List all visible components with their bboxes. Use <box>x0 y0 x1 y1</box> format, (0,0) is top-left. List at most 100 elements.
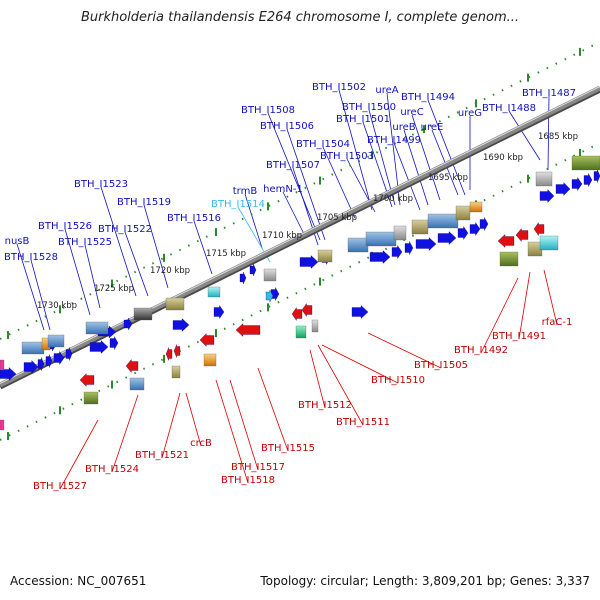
gene-label-bth-i1503: BTH_I1503 <box>320 151 374 162</box>
leader-line-bth-i1510 <box>321 344 399 384</box>
gene-label-bth-i1511: BTH_I1511 <box>336 417 390 428</box>
forward-gene-arrow <box>45 354 53 368</box>
gene-label-bth-i1514: BTH_I1514 <box>211 199 265 210</box>
gene-label-bth-i1516: BTH_I1516 <box>167 213 221 224</box>
kbp-label-1725-kbp: 1725 kbp <box>94 284 134 294</box>
kbp-label-1695-kbp: 1695 kbp <box>428 173 468 183</box>
gene-block-grey <box>393 225 407 241</box>
reverse-gene-arrow <box>497 234 515 248</box>
gene-block-pink <box>0 359 5 371</box>
gene-block-orange <box>203 353 217 367</box>
gene-label-bth-i1488: BTH_I1488 <box>482 103 536 114</box>
leader-line-bth-i1519 <box>143 204 169 289</box>
kbp-label-1715-kbp: 1715 kbp <box>206 249 246 259</box>
gene-block-green <box>571 155 600 171</box>
forward-gene-arrow <box>65 347 73 361</box>
gene-block-blue <box>21 341 45 355</box>
gene-label-bth-i1510: BTH_I1510 <box>371 375 425 386</box>
gene-label-ureg: ureG <box>458 108 482 119</box>
gene-label-bth-i1500: BTH_I1500 <box>342 102 396 113</box>
leader-line-rfac-1 <box>543 269 558 326</box>
forward-gene-arrow <box>299 255 319 269</box>
kbp-label-1700-kbp: 1700 kbp <box>373 194 413 204</box>
kbp-label-1720-kbp: 1720 kbp <box>150 266 190 276</box>
gene-features <box>0 155 600 431</box>
reverse-gene-arrow <box>515 228 529 242</box>
accession-text: Accession: NC_007651 <box>10 574 147 588</box>
leader-line-crcb <box>185 392 202 447</box>
forward-gene-arrow <box>123 317 133 331</box>
forward-gene-arrow <box>555 182 571 196</box>
leader-line-bth-i1488 <box>508 110 541 161</box>
forward-gene-arrow <box>415 237 437 251</box>
leader-line-bth-i1508 <box>267 112 321 241</box>
gene-label-bth-i1501: BTH_I1501 <box>336 114 390 125</box>
gene-block-cyan <box>539 235 559 251</box>
gene-block-olive <box>317 249 333 263</box>
forward-gene-arrow <box>249 263 257 277</box>
reverse-gene-arrow <box>125 359 139 373</box>
leader-line-nusb <box>16 243 45 331</box>
kbp-labels: 1730 kbp 1725 kbp 1720 kbp 1715 kbp 1710 kbp… <box>37 132 578 311</box>
reverse-gene-arrow <box>165 347 173 361</box>
leader-line-bth-i1492 <box>480 277 519 354</box>
gene-block-grey <box>263 268 277 282</box>
forward-gene-arrow <box>469 222 481 236</box>
gene-label-bth-i1492: BTH_I1492 <box>454 345 508 356</box>
forward-gene-arrow <box>593 169 600 183</box>
map-title: Burkholderia thailandensis E264 chromoso… <box>80 10 520 25</box>
leader-line-bth-i1491 <box>518 271 531 340</box>
gene-label-bth-i1522: BTH_I1522 <box>98 224 152 235</box>
leader-line-bth-i1523 <box>100 186 137 297</box>
leader-line-bth-i1528 <box>30 259 51 331</box>
forward-gene-arrow-highlight <box>265 289 274 303</box>
reverse-gene-arrow <box>301 303 313 317</box>
gene-block-grey <box>311 319 319 333</box>
forward-gene-arrow <box>351 305 369 319</box>
reverse-gene-arrow <box>173 344 181 358</box>
gene-label-urec: ureC <box>400 107 423 118</box>
forward-gene-arrow <box>89 340 109 354</box>
gene-label-uree: ureE <box>421 122 444 133</box>
gene-label-rfac-1: rfaC-1 <box>542 317 573 328</box>
leader-line-bth-i1518 <box>215 379 249 484</box>
gene-block-blue <box>85 321 109 335</box>
reverse-gene-arrow <box>79 373 95 387</box>
gene-label-crcb: crcB <box>190 438 212 449</box>
forward-gene-arrow <box>213 305 225 319</box>
forward-gene-arrow <box>23 360 39 374</box>
leader-line-bth-i1527 <box>59 419 99 490</box>
gene-block-olive <box>171 365 181 379</box>
forward-gene-arrow <box>0 367 17 381</box>
leader-line-bth-i1506 <box>286 128 326 241</box>
leader-line-bth-i1516 <box>193 220 213 275</box>
kbp-label-1690-kbp: 1690 kbp <box>483 153 523 163</box>
kbp-label-1685-kbp: 1685 kbp <box>538 132 578 142</box>
label-leader-lines <box>16 89 558 490</box>
gene-block-blue <box>427 213 459 229</box>
gene-block-blue <box>365 231 397 247</box>
gene-label-bth-i1521: BTH_I1521 <box>135 450 189 461</box>
gene-block-green <box>83 391 99 405</box>
leader-line-trmb <box>244 193 263 249</box>
gene-label-bth-i1494: BTH_I1494 <box>401 92 455 103</box>
forward-gene-arrow <box>369 250 391 264</box>
leader-line-bth-i1502 <box>338 89 373 211</box>
gene-block-orange <box>469 201 483 213</box>
gene-labels: BTH_I1502 ureA BTH_I1500 BTH_I1494 ureC BTH_I… <box>4 82 576 492</box>
forward-gene-arrow <box>391 245 403 259</box>
forward-gene-arrow <box>583 172 593 188</box>
gene-block-green <box>499 251 519 267</box>
gene-label-bth-i1512: BTH_I1512 <box>298 400 352 411</box>
leader-line-urec <box>411 114 441 201</box>
leader-line-bth-i1487 <box>547 95 550 171</box>
gene-label-nusb: nusB <box>5 236 30 247</box>
topology-text: Topology: circular; Length: 3,809,201 bp… <box>260 574 590 588</box>
gene-label-hemn-1: hemN-1 <box>263 184 303 195</box>
gene-block-blue <box>347 237 369 253</box>
kbp-label-1705-kbp: 1705 kbp <box>317 213 357 223</box>
gene-label-bth-i1527: BTH_I1527 <box>33 481 87 492</box>
leader-line-bth-i1499 <box>393 142 421 211</box>
leader-line-bth-i1511 <box>317 344 364 426</box>
